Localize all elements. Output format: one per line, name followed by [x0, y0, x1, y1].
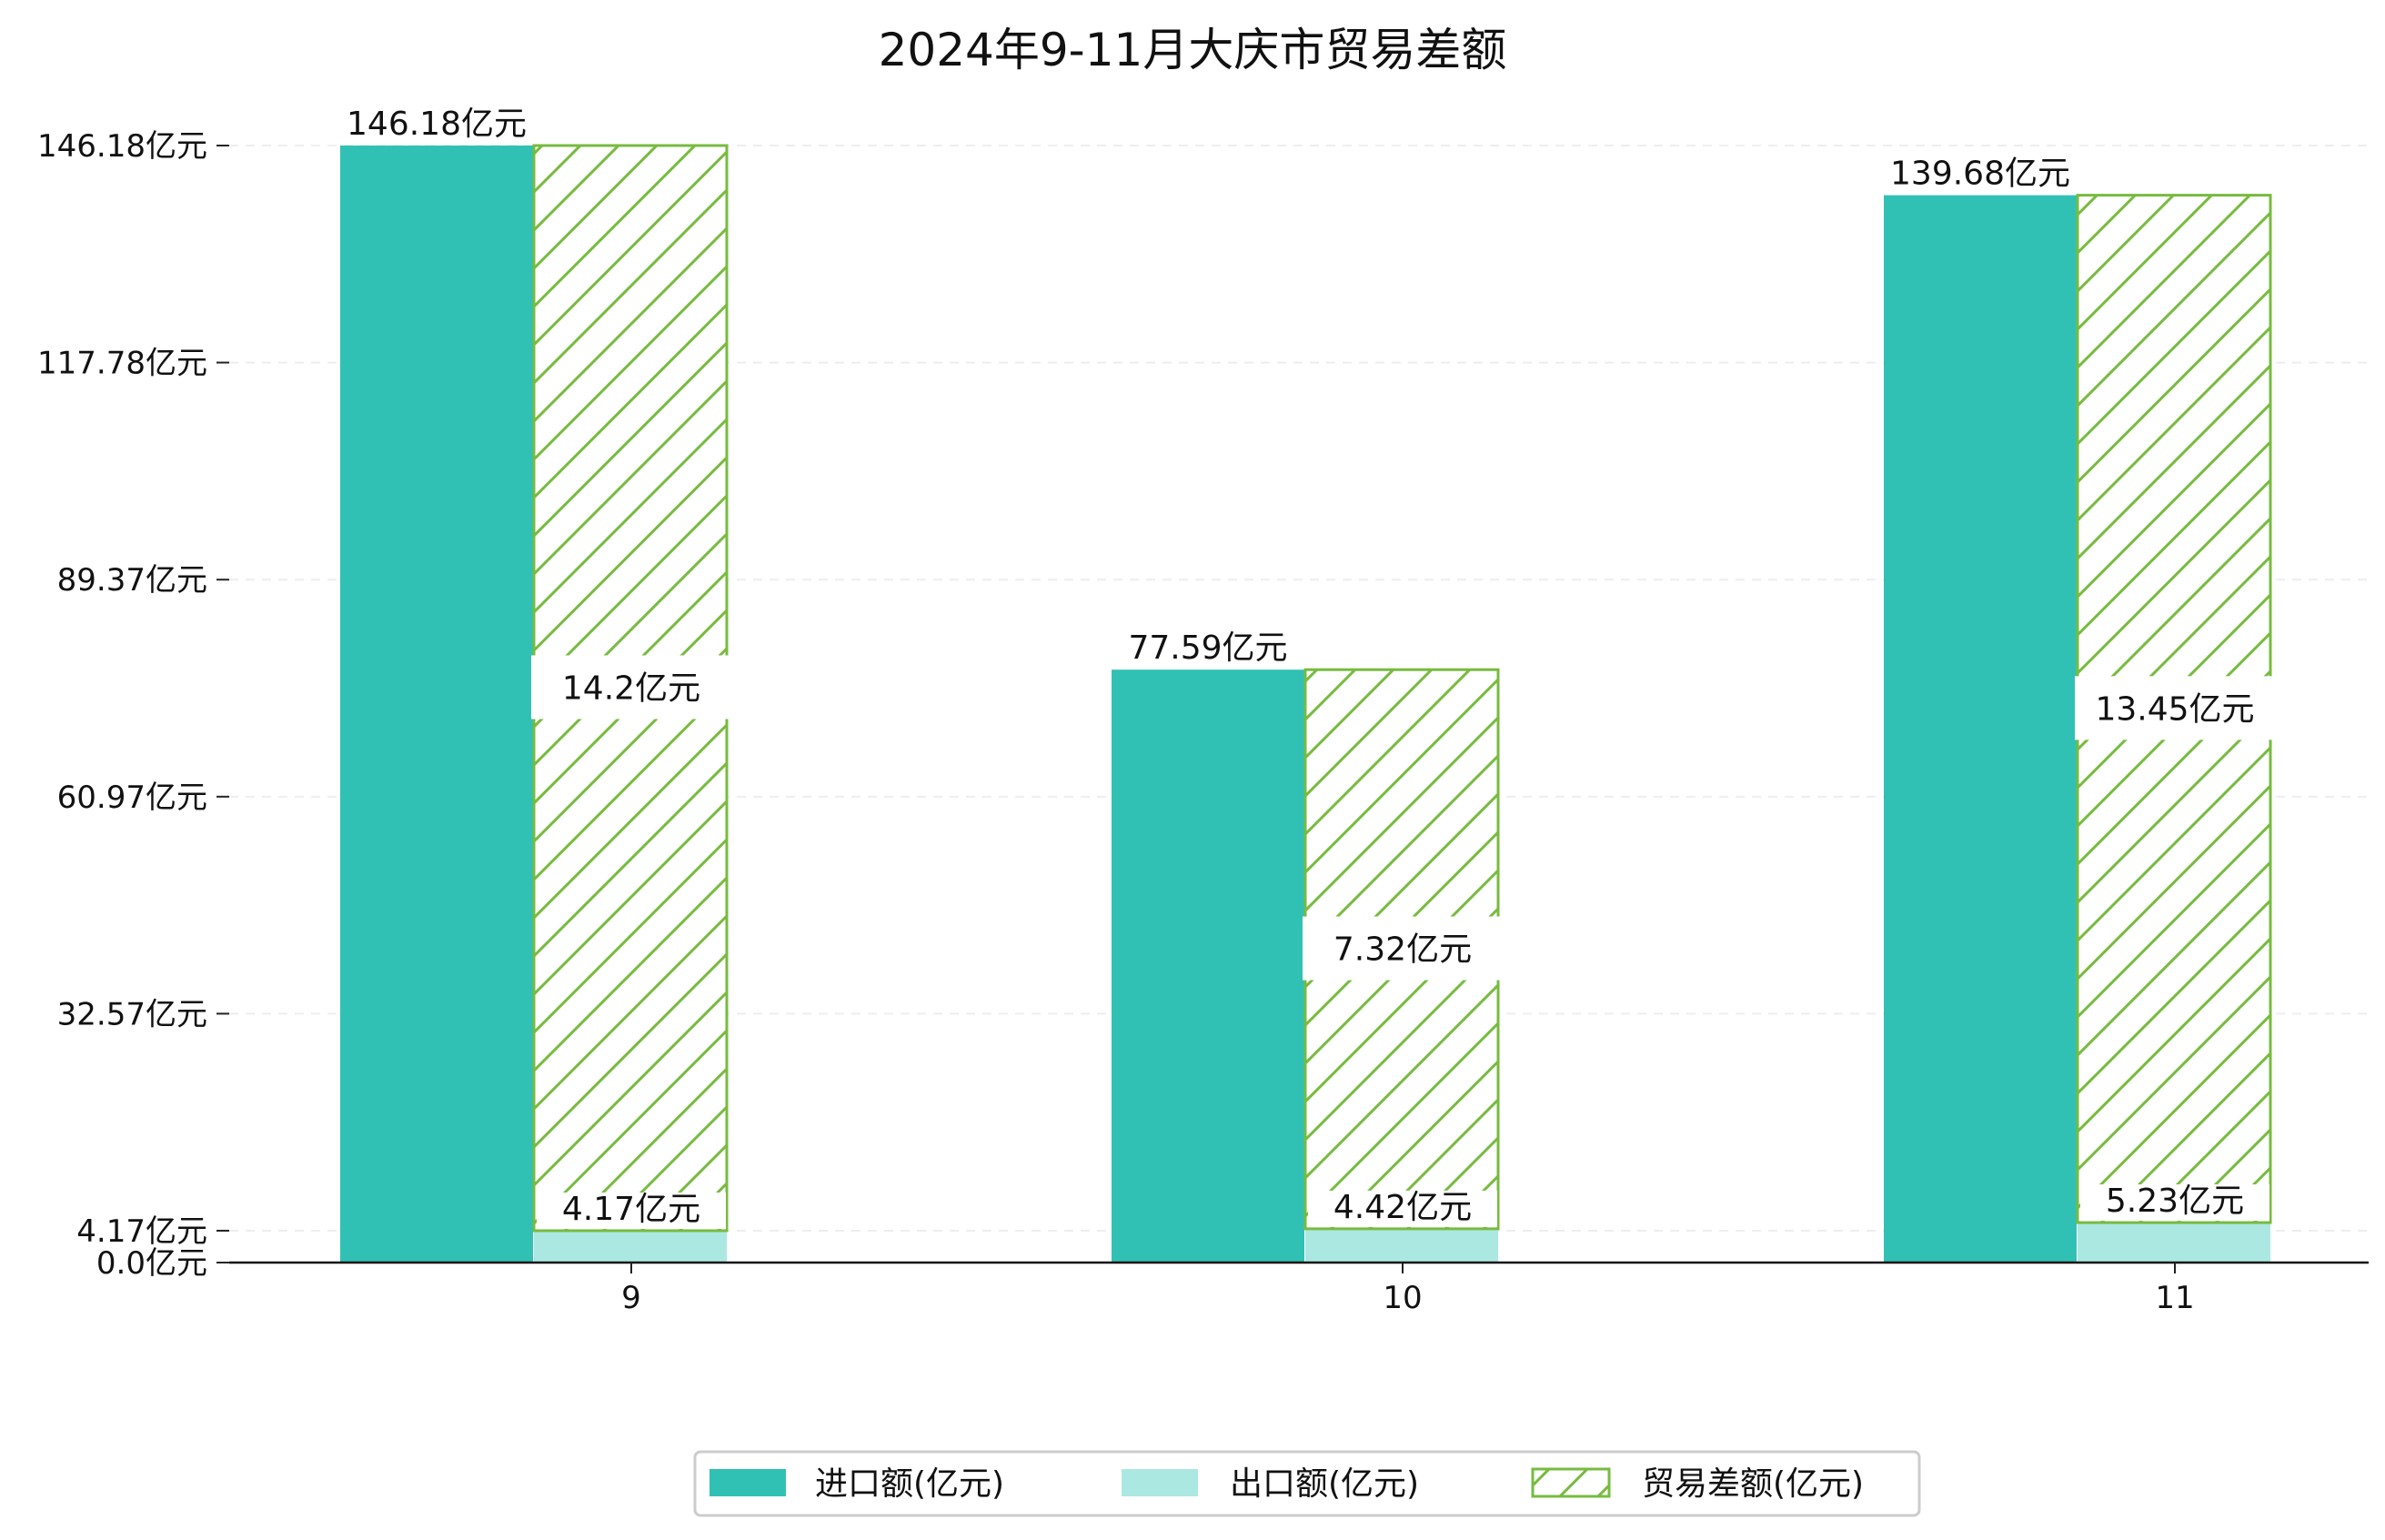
y-tick-label: 4.17亿元 [76, 1213, 207, 1250]
export-value-label: 5.23亿元 [2106, 1183, 2244, 1220]
legend-swatch-balance [1531, 1467, 1611, 1498]
data-labels: 146.18亿元 14.2亿元 4.17亿元 77.59亿元 7.32亿元 4.42亿元 1… [347, 106, 2273, 1229]
legend[interactable]: 进口额(亿元) 出口额(亿元) 贸易差额(亿元) [693, 1450, 1921, 1517]
trade-balance-value-label: 14.2亿元 [562, 669, 700, 707]
x-tick-label: 10 [1383, 1280, 1422, 1316]
import-value-label: 77.59亿元 [1128, 629, 1287, 667]
import-value-label: 146.18亿元 [347, 106, 527, 143]
y-tick-label: 60.97亿元 [57, 780, 207, 816]
y-tick-label: 0.0亿元 [96, 1245, 207, 1282]
export-value-label: 4.17亿元 [562, 1191, 700, 1228]
y-tick-label: 32.57亿元 [57, 996, 207, 1032]
export-bar [1305, 1228, 1498, 1263]
trade-balance-value-label: 13.45亿元 [2095, 690, 2254, 728]
y-tick-label: 146.18亿元 [37, 128, 207, 165]
x-tick-label: 11 [2155, 1280, 2194, 1316]
export-label-bg [1308, 1190, 1497, 1227]
import-bar [1112, 669, 1304, 1263]
chart-title: 2024年9-11月大庆市贸易差额 [879, 24, 1507, 76]
export-bar [534, 1230, 727, 1263]
legend-label-import: 进口额(亿元) [815, 1465, 1004, 1503]
axes: 0.0亿元4.17亿元32.57亿元60.97亿元89.37亿元117.78亿元… [37, 128, 2369, 1316]
legend-label-export: 出口额(亿元) [1230, 1465, 1419, 1503]
x-tick-label: 9 [621, 1280, 641, 1316]
import-bar [340, 146, 533, 1263]
export-bar [2078, 1223, 2270, 1263]
export-label-bg [537, 1192, 726, 1229]
trade-balance-value-label: 7.32亿元 [1333, 931, 1472, 969]
import-value-label: 139.68亿元 [1890, 156, 2070, 193]
legend-label-balance: 贸易差额(亿元) [1642, 1465, 1864, 1503]
y-tick-label: 89.37亿元 [57, 562, 207, 599]
y-tick-label: 117.78亿元 [37, 346, 207, 382]
legend-swatch-export [1122, 1469, 1198, 1496]
legend-swatch-import [709, 1469, 786, 1496]
balance-label-bg [531, 655, 730, 720]
export-value-label: 4.42亿元 [1333, 1189, 1472, 1226]
balance-label-bg [1303, 916, 1501, 981]
import-bar [1884, 195, 2077, 1263]
balance-label-bg [2075, 676, 2273, 740]
export-label-bg [2080, 1184, 2269, 1222]
